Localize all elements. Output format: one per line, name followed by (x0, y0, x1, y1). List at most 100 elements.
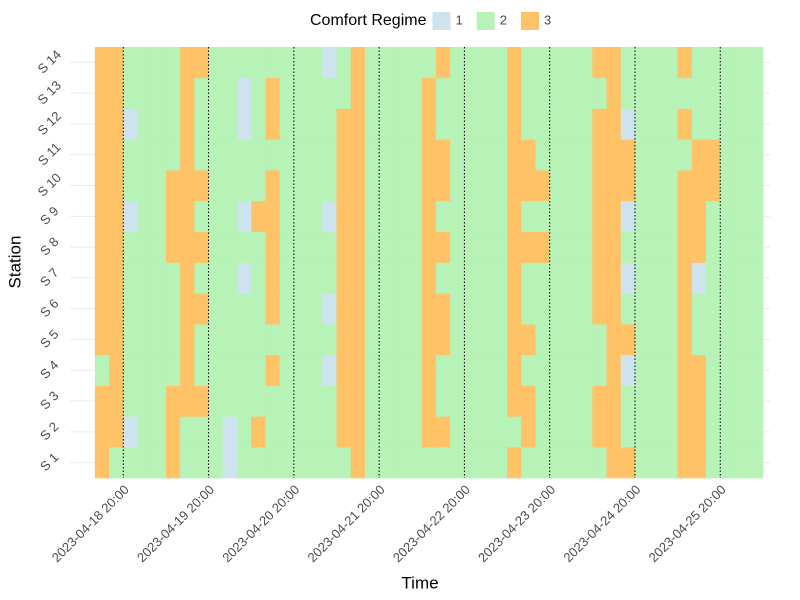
tile (194, 385, 209, 417)
tile (663, 170, 678, 202)
tile (336, 262, 352, 294)
tile (634, 354, 650, 386)
tile (435, 77, 451, 109)
tile (421, 139, 437, 171)
tile (492, 108, 508, 140)
tile (720, 293, 735, 325)
tile (208, 416, 224, 448)
tile (578, 47, 593, 79)
tile (180, 108, 195, 140)
tile (151, 293, 167, 325)
tile (407, 354, 423, 386)
tile (123, 262, 138, 294)
tile (123, 108, 138, 140)
tile (464, 385, 479, 417)
tile (194, 293, 209, 325)
tile (706, 77, 721, 109)
tile (279, 170, 295, 202)
tile (137, 139, 153, 171)
tile (379, 108, 394, 140)
x-tick-label: 2023-04-19 20:00 (134, 482, 217, 565)
tile (137, 200, 153, 233)
tile (251, 47, 266, 79)
tile (464, 354, 479, 386)
tile (435, 108, 451, 140)
tile (734, 139, 749, 171)
tile (606, 108, 622, 140)
tile (165, 77, 181, 109)
tile (478, 47, 494, 79)
tile (521, 324, 536, 356)
tile (279, 324, 295, 356)
tile (293, 170, 309, 202)
tile (634, 139, 650, 171)
tile (165, 324, 181, 356)
tile (492, 200, 508, 233)
tile (123, 293, 138, 325)
tile (208, 262, 224, 294)
tile (421, 416, 437, 448)
tile (336, 170, 352, 202)
tile (677, 354, 693, 386)
tile (407, 324, 423, 356)
x-tick-label: 2023-04-24 20:00 (560, 482, 643, 565)
tile (734, 77, 749, 109)
tile (350, 231, 366, 263)
tile (549, 324, 565, 356)
tile (535, 170, 550, 202)
tile (222, 354, 238, 386)
tile (293, 262, 309, 294)
tile (691, 200, 707, 233)
tile (478, 231, 494, 263)
tile (578, 139, 593, 171)
tile (265, 47, 280, 79)
tile (563, 262, 579, 294)
tile (663, 262, 678, 294)
tile (336, 231, 352, 263)
tile (563, 77, 579, 109)
tile (265, 385, 280, 417)
tile (151, 385, 167, 417)
y-tick-label: S 6 (37, 296, 61, 320)
tile (535, 262, 550, 294)
tile (165, 170, 181, 202)
tile (492, 77, 508, 109)
tile (507, 200, 522, 233)
tile (435, 200, 451, 233)
tile (592, 262, 607, 294)
tile (407, 447, 423, 479)
y-tick-label: S 13 (34, 78, 64, 108)
legend-swatch (520, 12, 539, 30)
y-tick-label: S 1 (37, 450, 61, 474)
tile (94, 170, 110, 202)
y-tick-label: S 5 (37, 327, 61, 351)
tile (563, 47, 579, 79)
tile (478, 262, 494, 294)
tile (748, 77, 764, 109)
tile (478, 170, 494, 202)
tile (407, 139, 423, 171)
tile (677, 47, 693, 79)
tile (109, 108, 124, 140)
tile (407, 77, 423, 109)
tile (94, 231, 110, 263)
tile (620, 354, 636, 386)
tile (336, 77, 352, 109)
tile (706, 293, 721, 325)
tile (578, 231, 593, 263)
tile (165, 354, 181, 386)
tile (194, 416, 209, 448)
tile (293, 47, 309, 79)
tile (336, 139, 352, 171)
y-tick-label: S 12 (34, 108, 64, 138)
tile (379, 324, 394, 356)
tile (521, 231, 536, 263)
y-tick-label: S 14 (34, 47, 64, 77)
tile (464, 200, 479, 233)
tile (563, 447, 579, 479)
tile (649, 200, 664, 233)
tile (563, 416, 579, 448)
tile (563, 108, 579, 140)
tile (421, 385, 437, 417)
tile (109, 139, 124, 171)
